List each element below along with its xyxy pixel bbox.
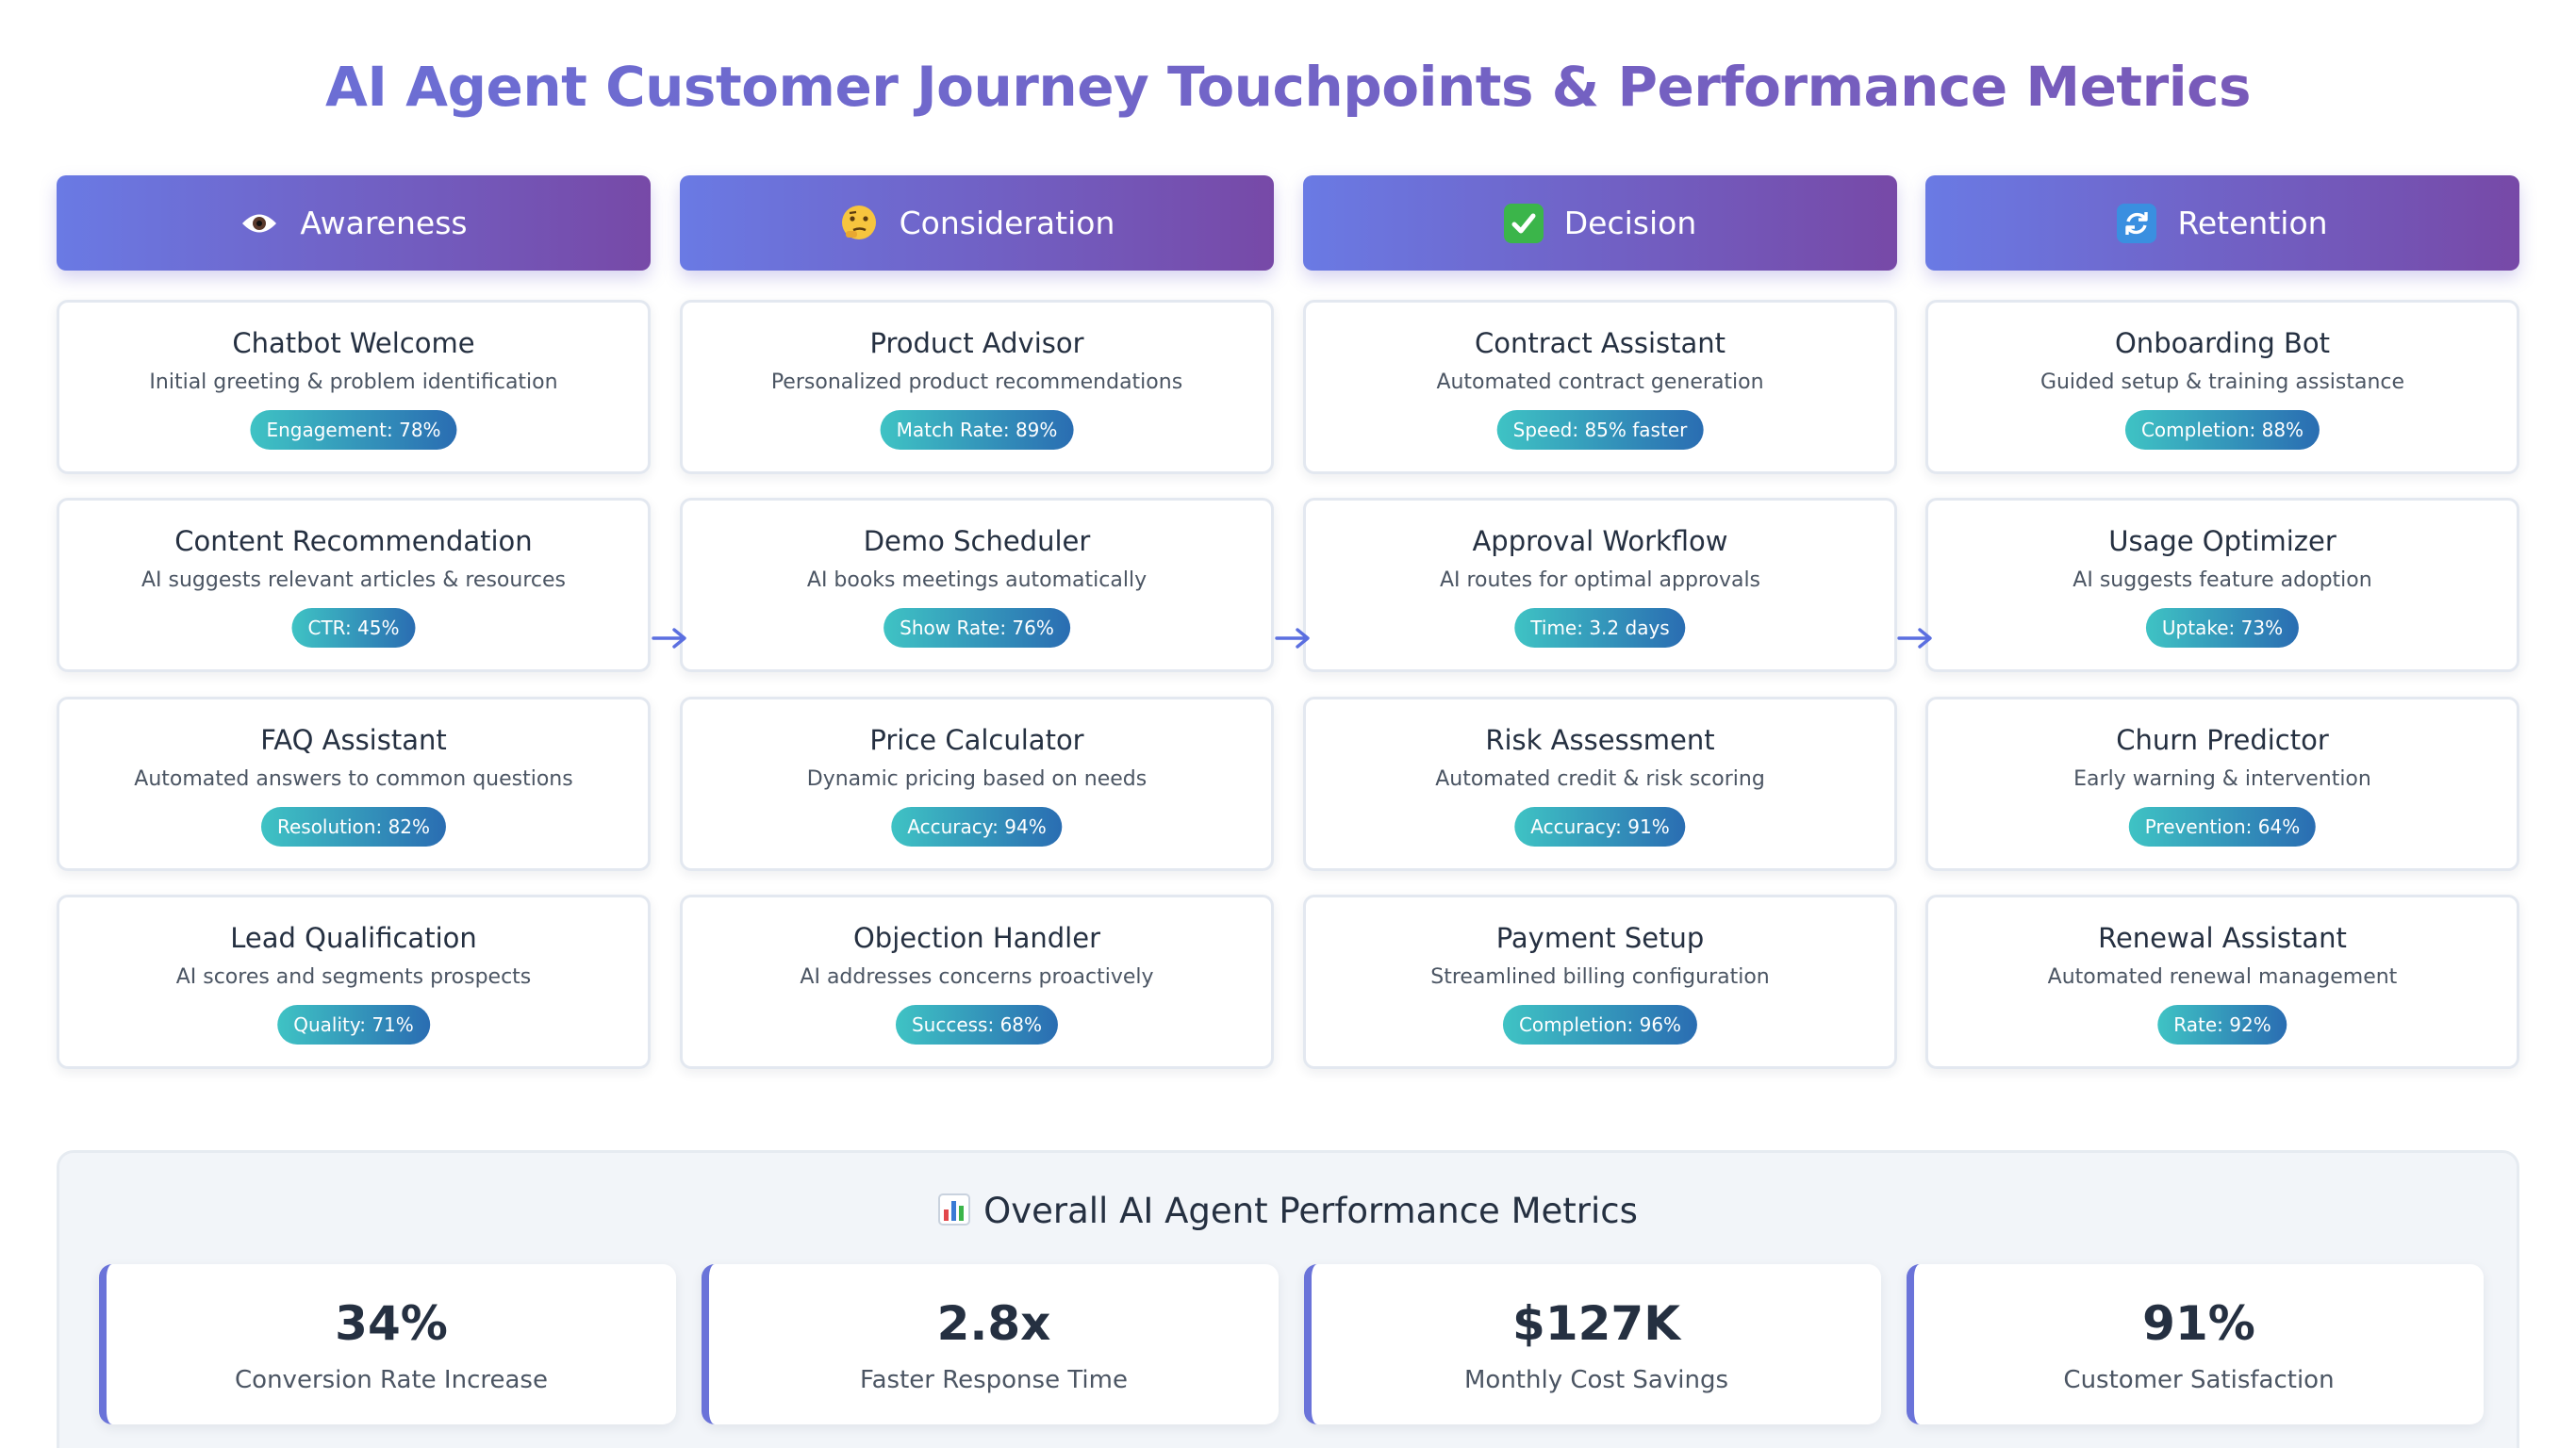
card-description: AI addresses concerns proactively [800, 965, 1154, 989]
card-description: Dynamic pricing based on needs [806, 767, 1148, 791]
metric-badge: Match Rate: 89% [880, 410, 1074, 450]
stage-label-consideration: Consideration [899, 205, 1115, 241]
card-title: Risk Assessment [1485, 724, 1715, 756]
page-title: AI Agent Customer Journey Touchpoints & … [0, 55, 2576, 119]
card-title: Demo Scheduler [863, 525, 1091, 557]
metric-badge: Completion: 96% [1502, 1005, 1698, 1045]
stage-header-awareness: Awareness [57, 175, 651, 271]
metric-badge: Uptake: 73% [2145, 608, 2300, 648]
metric-value: 2.8x [936, 1296, 1051, 1351]
metric-badge: CTR: 45% [291, 608, 416, 648]
metric-badge: Success: 68% [895, 1005, 1059, 1045]
touchpoint-card-contract-assistant: Contract Assistant Automated contract ge… [1303, 300, 1897, 474]
stage-label-decision: Decision [1563, 205, 1697, 241]
check-mark-icon [1503, 203, 1544, 243]
card-description: Automated contract generation [1436, 370, 1764, 394]
card-description: Automated renewal management [2047, 965, 2398, 989]
card-description: Guided setup & training assistance [2039, 370, 2405, 394]
thinking-face-icon [839, 204, 879, 243]
card-title: Churn Predictor [2116, 724, 2329, 756]
metric-card-conversion: 34% Conversion Rate Increase [99, 1264, 676, 1424]
card-title: Usage Optimizer [2108, 525, 2337, 557]
metric-badge: Completion: 88% [2124, 410, 2320, 450]
card-title: Contract Assistant [1474, 327, 1726, 359]
card-description: Automated answers to common questions [134, 767, 573, 791]
stage-label-awareness: Awareness [300, 205, 468, 241]
overall-metrics-panel: Overall AI Agent Performance Metrics 34%… [57, 1150, 2519, 1448]
metric-badge: Resolution: 82% [260, 807, 447, 847]
card-title: Content Recommendation [174, 525, 533, 557]
touchpoint-card-demo-scheduler: Demo Scheduler AI books meetings automat… [680, 498, 1274, 672]
card-description: Automated credit & risk scoring [1435, 767, 1765, 791]
card-description: AI routes for optimal approvals [1439, 568, 1761, 592]
touchpoint-card-payment-setup: Payment Setup Streamlined billing config… [1303, 895, 1897, 1069]
overall-metrics-title: Overall AI Agent Performance Metrics [59, 1191, 2517, 1231]
metric-value: 91% [2142, 1296, 2255, 1351]
touchpoint-card-onboarding-bot: Onboarding Bot Guided setup & training a… [1925, 300, 2519, 474]
touchpoint-card-objection-handler: Objection Handler AI addresses concerns … [680, 895, 1274, 1069]
flow-arrow-icon [652, 628, 686, 649]
flow-arrow-icon [1275, 628, 1310, 649]
card-title: Chatbot Welcome [232, 327, 475, 359]
card-title: Onboarding Bot [2114, 327, 2331, 359]
card-description: Initial greeting & problem identificatio… [149, 370, 558, 394]
card-title: Objection Handler [852, 922, 1101, 954]
metric-badge: Quality: 71% [277, 1005, 430, 1045]
metric-card-satisfaction: 91% Customer Satisfaction [1907, 1264, 2484, 1424]
card-title: Approval Workflow [1472, 525, 1728, 557]
overall-metrics-title-text: Overall AI Agent Performance Metrics [983, 1191, 1638, 1231]
metric-badge: Engagement: 78% [250, 410, 457, 450]
touchpoint-card-renewal-assistant: Renewal Assistant Automated renewal mana… [1925, 895, 2519, 1069]
flow-arrow-icon [1897, 628, 1932, 649]
touchpoint-card-content-recommendation: Content Recommendation AI suggests relev… [57, 498, 651, 672]
card-title: Payment Setup [1495, 922, 1705, 954]
touchpoint-card-churn-predictor: Churn Predictor Early warning & interven… [1925, 697, 2519, 871]
card-description: AI suggests relevant articles & resource… [141, 568, 566, 592]
touchpoint-card-lead-qualification: Lead Qualification AI scores and segment… [57, 895, 651, 1069]
metric-badge: Show Rate: 76% [883, 608, 1070, 648]
card-description: Personalized product recommendations [770, 370, 1183, 394]
stage-header-consideration: Consideration [680, 175, 1274, 271]
card-title: FAQ Assistant [260, 724, 447, 756]
card-title: Renewal Assistant [2098, 922, 2347, 954]
metric-badge: Speed: 85% faster [1496, 410, 1704, 450]
card-description: Streamlined billing configuration [1430, 965, 1770, 989]
metric-card-cost-savings: $127K Monthly Cost Savings [1304, 1264, 1881, 1424]
card-description: Early warning & intervention [2073, 767, 2371, 791]
metric-value: 34% [335, 1296, 448, 1351]
stage-header-decision: Decision [1303, 175, 1897, 271]
eye-icon [239, 204, 279, 243]
touchpoint-card-risk-assessment: Risk Assessment Automated credit & risk … [1303, 697, 1897, 871]
card-title: Product Advisor [869, 327, 1084, 359]
metric-badge: Accuracy: 94% [891, 807, 1063, 847]
card-description: AI scores and segments prospects [175, 965, 532, 989]
stage-label-retention: Retention [2177, 205, 2328, 241]
metric-badge: Time: 3.2 days [1514, 608, 1686, 648]
bar-chart-icon [938, 1193, 971, 1226]
touchpoint-card-chatbot-welcome: Chatbot Welcome Initial greeting & probl… [57, 300, 651, 474]
touchpoint-card-price-calculator: Price Calculator Dynamic pricing based o… [680, 697, 1274, 871]
metric-label: Customer Satisfaction [2063, 1366, 2335, 1394]
metric-label: Conversion Rate Increase [235, 1366, 548, 1394]
touchpoint-card-usage-optimizer: Usage Optimizer AI suggests feature adop… [1925, 498, 2519, 672]
card-title: Price Calculator [869, 724, 1084, 756]
metric-card-response-time: 2.8x Faster Response Time [702, 1264, 1279, 1424]
card-description: AI suggests feature adoption [2072, 568, 2372, 592]
metric-value: $127K [1512, 1296, 1680, 1351]
metric-badge: Accuracy: 91% [1514, 807, 1686, 847]
metric-label: Faster Response Time [860, 1366, 1128, 1394]
refresh-icon [2117, 203, 2157, 243]
metric-badge: Rate: 92% [2157, 1005, 2287, 1045]
card-title: Lead Qualification [230, 922, 477, 954]
touchpoint-card-faq-assistant: FAQ Assistant Automated answers to commo… [57, 697, 651, 871]
touchpoint-card-approval-workflow: Approval Workflow AI routes for optimal … [1303, 498, 1897, 672]
touchpoint-card-product-advisor: Product Advisor Personalized product rec… [680, 300, 1274, 474]
card-description: AI books meetings automatically [806, 568, 1148, 592]
metric-label: Monthly Cost Savings [1463, 1366, 1728, 1394]
metric-badge: Prevention: 64% [2128, 807, 2317, 847]
stage-header-retention: Retention [1925, 175, 2519, 271]
